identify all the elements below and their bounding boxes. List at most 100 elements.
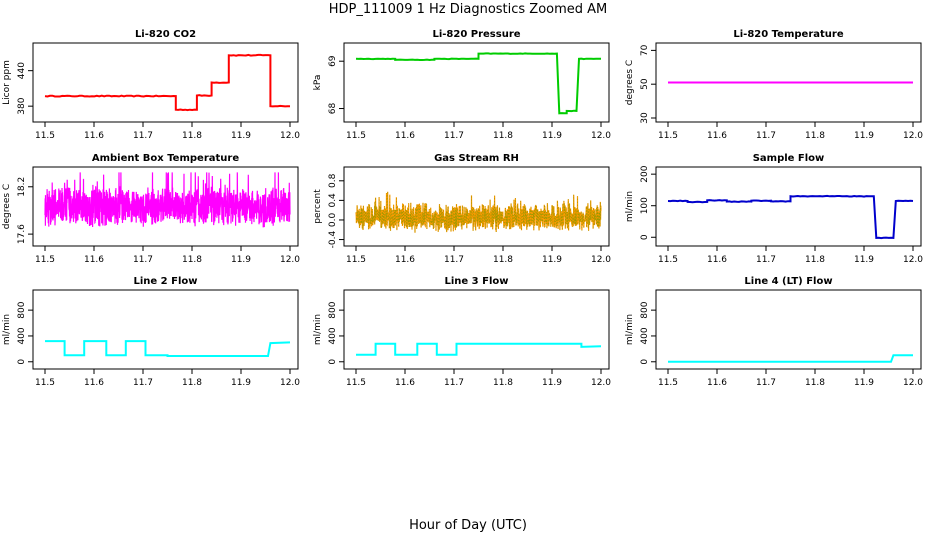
x-tick-label: 11.8: [493, 378, 513, 388]
x-tick-label: 11.9: [542, 131, 562, 141]
panel-sample-flow: Sample Flow ml/min 11.5 11.6 11.7 11.8 11.9 12.…: [625, 153, 923, 265]
x-tick-label: 11.6: [84, 131, 104, 141]
x-tick-label: 11.6: [707, 378, 727, 388]
series-line: [45, 340, 291, 357]
x-tick-label: 11.8: [182, 378, 202, 388]
x-tick-label: 11.9: [542, 378, 562, 388]
y-tick-label: 800: [640, 301, 650, 318]
plot-frame: [32, 42, 299, 123]
series-line: [668, 354, 913, 363]
panel-li-820-temperature: Li-820 Temperature degrees C 11.5 11.6 11.7 1…: [625, 29, 923, 141]
figure-title: HDP_111009 1 Hz Diagnostics Zoomed AM: [328, 2, 608, 17]
y-tick-label: 70: [640, 44, 650, 56]
y-tick-label: 0: [17, 359, 27, 365]
x-tick-label: 11.6: [395, 131, 415, 141]
plot-frame: [343, 289, 610, 370]
panel-line-3-flow: Line 3 Flow ml/min 11.5 11.6 11.7 11.8 11.9 12.…: [313, 276, 611, 388]
plot-frame: [655, 289, 922, 370]
x-tick-label: 11.9: [231, 255, 251, 265]
x-tick-label: 11.7: [133, 378, 153, 388]
y-axis-label: ml/min: [313, 314, 323, 345]
x-axis-title: Hour of Day (UTC): [409, 518, 527, 533]
y-tick-label: 68: [328, 103, 338, 115]
series-line: [667, 194, 914, 240]
y-axis-label: degrees C: [625, 60, 635, 105]
x-tick-label: 11.5: [346, 131, 366, 141]
x-tick-label: 11.5: [658, 255, 678, 265]
y-tick-label: 400: [640, 327, 650, 344]
plot-frame: [32, 289, 299, 370]
x-tick-label: 11.5: [658, 131, 678, 141]
x-tick-label: 11.5: [346, 378, 366, 388]
x-tick-label: 11.5: [658, 378, 678, 388]
y-tick-label: 0: [640, 234, 650, 240]
y-tick-label: 69: [328, 55, 338, 67]
panel-gas-stream-rh: Gas Stream RH percent 11.5 11.6 11.7 11.8 11.9…: [313, 153, 611, 265]
x-tick-label: 11.9: [231, 378, 251, 388]
x-tick-label: 12.0: [903, 255, 923, 265]
panel-ambient-box-temperature: Ambient Box Temperature degrees C 11.5 11.6…: [2, 153, 300, 265]
plot-frame: [655, 42, 922, 123]
x-tick-label: 11.9: [854, 255, 874, 265]
y-axis-label: ml/min: [625, 314, 635, 345]
panel-title: Gas Stream RH: [434, 153, 519, 164]
x-tick-label: 11.8: [805, 131, 825, 141]
x-tick-label: 12.0: [591, 255, 611, 265]
x-tick-label: 11.6: [84, 378, 104, 388]
panel-li-820-pressure: Li-820 Pressure kPa 11.5 11.6 11.7 11.8 11.9 12…: [313, 29, 611, 141]
x-tick-label: 11.6: [395, 255, 415, 265]
x-tick-label: 11.8: [805, 378, 825, 388]
x-tick-label: 11.5: [346, 255, 366, 265]
y-tick-label: 18.2: [17, 177, 27, 197]
y-tick-label: 100: [640, 197, 650, 214]
y-tick-label: 200: [640, 165, 650, 182]
x-tick-label: 11.8: [182, 255, 202, 265]
x-tick-label: 11.7: [756, 255, 776, 265]
panel-line-2-flow: Line 2 Flow ml/min 11.5 11.6 11.7 11.8 11.9 12.…: [2, 276, 300, 388]
panel-title: Ambient Box Temperature: [92, 153, 239, 164]
series-line: [356, 342, 602, 356]
series-line: [44, 53, 291, 112]
x-tick-label: 11.7: [444, 131, 464, 141]
y-tick-label: 0.4: [328, 193, 338, 208]
panel-title: Li-820 Pressure: [432, 29, 520, 40]
y-tick-label: 0.8: [328, 173, 338, 188]
x-tick-label: 11.8: [182, 131, 202, 141]
y-axis-label: ml/min: [625, 191, 635, 222]
x-tick-label: 11.5: [35, 131, 55, 141]
x-tick-label: 11.6: [395, 378, 415, 388]
x-tick-label: 11.9: [231, 131, 251, 141]
panel-title: Line 4 (LT) Flow: [744, 276, 832, 287]
x-tick-label: 11.8: [493, 131, 513, 141]
y-axis-label: degrees C: [2, 184, 12, 229]
y-axis-label: kPa: [313, 75, 323, 91]
panel-title: Li-820 Temperature: [733, 29, 843, 40]
x-tick-label: 11.5: [35, 255, 55, 265]
y-tick-label: 440: [17, 62, 27, 79]
x-tick-label: 11.7: [444, 255, 464, 265]
x-tick-label: 11.9: [542, 255, 562, 265]
x-tick-label: 12.0: [280, 378, 300, 388]
x-tick-label: 12.0: [280, 131, 300, 141]
series-line: [355, 52, 601, 115]
x-tick-label: 12.0: [280, 255, 300, 265]
plot-frame: [343, 42, 610, 123]
y-tick-label: 30: [640, 112, 650, 124]
panel-li-820-co2: Li-820 CO2 Licor ppm 11.5 11.6 11.7 11.8 11.9 1…: [2, 29, 300, 141]
y-axis-label: Licor ppm: [2, 60, 12, 105]
x-tick-label: 11.9: [854, 378, 874, 388]
y-tick-label: -0.4: [328, 230, 338, 248]
series-line: [44, 172, 291, 228]
panel-title: Sample Flow: [753, 153, 825, 164]
x-tick-label: 11.7: [444, 378, 464, 388]
y-tick-label: 17.6: [17, 224, 27, 244]
y-tick-label: 0: [640, 359, 650, 365]
plot-frame: [655, 166, 922, 247]
panel-title: Line 2 Flow: [134, 276, 198, 287]
x-tick-label: 11.5: [35, 378, 55, 388]
panel-title: Line 3 Flow: [445, 276, 509, 287]
series-line-overlay: [355, 191, 602, 233]
x-tick-label: 12.0: [591, 378, 611, 388]
y-tick-label: 380: [17, 97, 27, 114]
